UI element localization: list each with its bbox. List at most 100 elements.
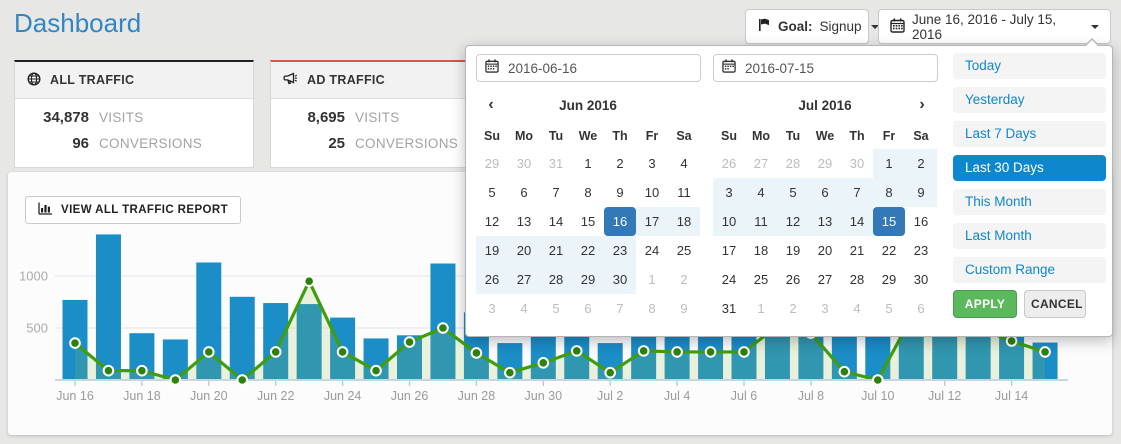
calendar-day[interactable]: 23 bbox=[913, 243, 929, 258]
calendar-day[interactable]: 6 bbox=[809, 178, 841, 207]
calendar-day[interactable]: 30 bbox=[604, 265, 636, 294]
calendar-day[interactable]: 16 bbox=[913, 214, 929, 229]
card-title: ALL TRAFFIC bbox=[50, 73, 135, 87]
next-month-icon[interactable]: › bbox=[919, 96, 925, 113]
calendar-day[interactable]: 27 bbox=[817, 272, 833, 287]
calendar-day[interactable]: 23 bbox=[604, 236, 636, 265]
weekday-label: Th bbox=[612, 129, 628, 143]
calendar-day[interactable]: 18 bbox=[668, 207, 700, 236]
range-preset-last-month[interactable]: Last Month bbox=[953, 223, 1106, 249]
goal-selector-button[interactable]: Goal: Signup bbox=[745, 9, 879, 44]
calendar-day[interactable]: 10 bbox=[713, 207, 745, 236]
calendar-day: 27 bbox=[753, 156, 769, 171]
calendar-day[interactable]: 22 bbox=[881, 243, 897, 258]
calendar-day[interactable]: 19 bbox=[476, 236, 508, 265]
end-date-input[interactable] bbox=[743, 59, 917, 77]
weekday-label: Th bbox=[849, 129, 865, 143]
conversions-row: 96 CONVERSIONS bbox=[27, 135, 241, 152]
range-preset-this-month[interactable]: This Month bbox=[953, 189, 1106, 215]
calendar-day[interactable]: 19 bbox=[785, 243, 801, 258]
apply-button[interactable]: APPLY bbox=[953, 290, 1017, 318]
calendar-day: 9 bbox=[680, 301, 688, 316]
view-all-traffic-report-button[interactable]: VIEW ALL TRAFFIC REPORT bbox=[25, 196, 241, 224]
calendar-day[interactable]: 14 bbox=[841, 207, 873, 236]
calendar-day[interactable]: 26 bbox=[476, 265, 508, 294]
calendar-day[interactable]: 26 bbox=[785, 272, 801, 287]
calendar-day[interactable]: 17 bbox=[636, 207, 668, 236]
calendar-day[interactable]: 21 bbox=[849, 243, 865, 258]
range-preset-today[interactable]: Today bbox=[953, 53, 1106, 79]
calendar-day[interactable]: 29 bbox=[572, 265, 604, 294]
calendar-day[interactable]: 5 bbox=[777, 178, 809, 207]
visits-row: 34,878 VISITS bbox=[27, 109, 241, 126]
calendar-day[interactable]: 25 bbox=[676, 243, 692, 258]
calendar-day[interactable]: 9 bbox=[616, 185, 624, 200]
calendar-day[interactable]: 1 bbox=[873, 149, 905, 178]
range-preset-yesterday[interactable]: Yesterday bbox=[953, 87, 1106, 113]
weekday-label: Fr bbox=[645, 129, 659, 143]
calendar-day: 5 bbox=[552, 301, 560, 316]
calendar-day-selected[interactable]: 16 bbox=[604, 207, 636, 236]
calendar-day[interactable]: 3 bbox=[713, 178, 745, 207]
calendar-day[interactable]: 3 bbox=[648, 156, 656, 171]
calendar-day[interactable]: 7 bbox=[841, 178, 873, 207]
calendar-day[interactable]: 21 bbox=[540, 236, 572, 265]
calendar-day[interactable]: 11 bbox=[677, 185, 691, 200]
calendar-day[interactable]: 15 bbox=[580, 214, 596, 229]
calendar-day[interactable]: 2 bbox=[616, 156, 624, 171]
calendar-day[interactable]: 20 bbox=[817, 243, 833, 258]
calendar-day: 2 bbox=[789, 301, 797, 316]
calendar-day[interactable]: 14 bbox=[548, 214, 564, 229]
cancel-button[interactable]: CANCEL bbox=[1024, 290, 1086, 318]
date-range-button[interactable]: June 16, 2016 - July 15, 2016 bbox=[878, 9, 1111, 44]
calendar-day[interactable]: 2 bbox=[905, 149, 937, 178]
calendar-day[interactable]: 24 bbox=[721, 272, 737, 287]
range-preset-custom-range[interactable]: Custom Range bbox=[953, 257, 1106, 283]
calendar-day[interactable]: 8 bbox=[584, 185, 592, 200]
calendar-day[interactable]: 10 bbox=[644, 185, 660, 200]
calendar-day[interactable]: 9 bbox=[905, 178, 937, 207]
calendar-day[interactable]: 28 bbox=[540, 265, 572, 294]
bar-chart-icon bbox=[38, 202, 53, 218]
calendar-day[interactable]: 13 bbox=[809, 207, 841, 236]
calendar-day[interactable]: 18 bbox=[753, 243, 769, 258]
weekday-label: Su bbox=[484, 129, 500, 143]
calendar-day[interactable]: 4 bbox=[745, 178, 777, 207]
caret-down-icon bbox=[1091, 24, 1099, 29]
calendar-day[interactable]: 12 bbox=[777, 207, 809, 236]
calendar-day[interactable]: 28 bbox=[849, 272, 865, 287]
card-title: AD TRAFFIC bbox=[307, 73, 385, 87]
range-presets: Today Yesterday Last 7 Days Last 30 Days Thi… bbox=[953, 53, 1106, 291]
calendar-day[interactable]: 6 bbox=[520, 185, 528, 200]
calendar-day[interactable]: 17 bbox=[721, 243, 737, 258]
calendar-day[interactable]: 27 bbox=[508, 265, 540, 294]
range-preset-last-7-days[interactable]: Last 7 Days bbox=[953, 121, 1106, 147]
calendar-day[interactable]: 31 bbox=[721, 301, 737, 316]
prev-month-icon[interactable]: ‹ bbox=[488, 96, 494, 113]
megaphone-icon bbox=[283, 72, 298, 89]
calendar-day-selected[interactable]: 15 bbox=[873, 207, 905, 236]
calendar-july: Jul 2016 › Su Mo Tu We Th Fr Sa 26 27 28 29 30 1 2 3 4 5 6 7… bbox=[713, 92, 937, 323]
calendar-day[interactable]: 24 bbox=[644, 243, 660, 258]
calendar-day[interactable]: 13 bbox=[516, 214, 532, 229]
ad-traffic-body: 8,695 VISITS 25 CONVERSIONS bbox=[271, 99, 509, 152]
calendar-day[interactable]: 8 bbox=[873, 178, 905, 207]
calendar-day[interactable]: 5 bbox=[488, 185, 496, 200]
globe-icon bbox=[27, 71, 41, 89]
range-preset-last-30-days[interactable]: Last 30 Days bbox=[953, 155, 1106, 181]
calendar-day[interactable]: 12 bbox=[484, 214, 500, 229]
conversions-label: CONVERSIONS bbox=[99, 136, 203, 151]
all-traffic-body: 34,878 VISITS 96 CONVERSIONS bbox=[15, 99, 253, 152]
calendar-day[interactable]: 7 bbox=[552, 185, 560, 200]
start-date-input[interactable] bbox=[506, 59, 680, 77]
calendar-day[interactable]: 4 bbox=[680, 156, 688, 171]
calendar-day[interactable]: 30 bbox=[913, 272, 929, 287]
calendar-day[interactable]: 29 bbox=[881, 272, 897, 287]
calendar-day[interactable]: 11 bbox=[745, 207, 777, 236]
visits-value: 8,695 bbox=[307, 109, 345, 126]
calendar-day[interactable]: 22 bbox=[572, 236, 604, 265]
calendar-day[interactable]: 20 bbox=[508, 236, 540, 265]
calendar-day[interactable]: 1 bbox=[584, 156, 592, 171]
calendar-day[interactable]: 25 bbox=[753, 272, 769, 287]
goal-value: Signup bbox=[819, 19, 862, 34]
